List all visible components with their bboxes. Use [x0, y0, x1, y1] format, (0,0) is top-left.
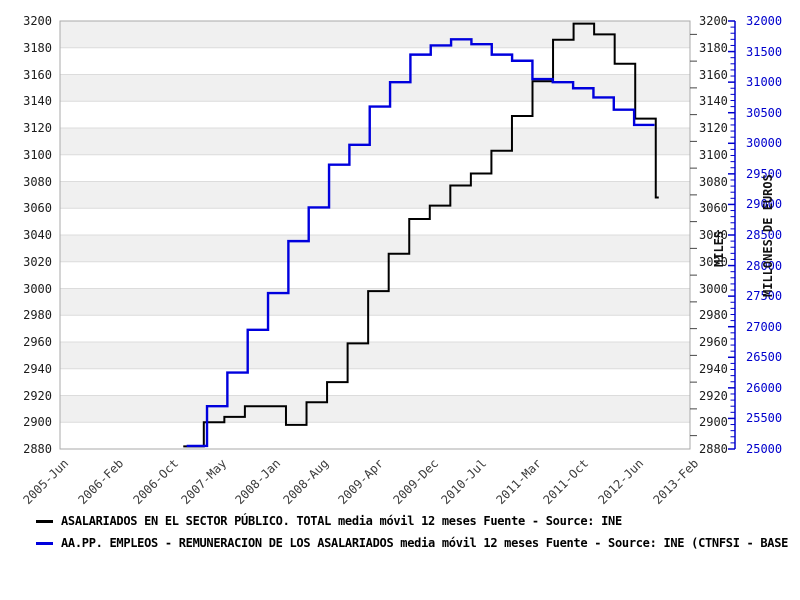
grid-band	[60, 101, 690, 128]
right-axis-tick-label-miles: 2980	[699, 308, 728, 323]
grid-band	[60, 181, 690, 209]
right-axis-tick-label-euros: 32000	[746, 14, 783, 28]
axis-title-miles: MILES	[712, 230, 726, 267]
right-axis-tick-label-miles: 2900	[699, 415, 728, 430]
right-axis-tick-label-euros: 27500	[746, 289, 783, 304]
grid-band	[60, 208, 690, 235]
right-axis-tick-label-miles: 3160	[699, 67, 728, 82]
left-axis-tick-label: 3020	[23, 254, 52, 269]
grid-band	[60, 261, 690, 289]
right-axis-tick-label-miles: 3020	[699, 254, 728, 269]
right-axis-tick-label-miles: 2880	[699, 442, 728, 456]
legend-swatch-black-line	[36, 519, 53, 523]
plot-border	[59, 20, 691, 450]
right-axis-tick-label-euros: 25000	[746, 442, 783, 456]
left-axis-tick-label: 2880	[23, 442, 52, 456]
left-axis-tick-label: 3040	[23, 228, 52, 242]
grid-band	[60, 368, 690, 396]
right-axis-tick-label-euros: 25500	[746, 411, 783, 426]
legend-swatch-blue-line	[36, 541, 53, 545]
left-axis-tick-label: 3160	[23, 67, 52, 82]
right-axis-tick-label-miles: 3180	[699, 40, 728, 55]
left-axis-tick-label: 2920	[23, 388, 52, 403]
left-axis-tick-label: 3140	[23, 94, 52, 109]
right-axis-tick-label-euros: 31000	[746, 75, 783, 90]
left-axis-tick-label: 3180	[23, 40, 52, 55]
left-axis-tick-label: 3000	[23, 281, 52, 296]
right-axis-tick-label-euros: 26500	[746, 350, 783, 365]
grid-band	[60, 315, 690, 342]
grid-band	[60, 128, 690, 155]
right-axis-tick-label-miles: 3080	[699, 174, 728, 189]
legend: ASALARIADOS EN EL SECTOR PÚBLICO. TOTAL …	[36, 510, 800, 554]
legend-item: AA.PP. EMPLEOS - REMUNERACION DE LOS ASA…	[36, 532, 800, 554]
grid-band	[60, 235, 690, 262]
legend-label: ASALARIADOS EN EL SECTOR PÚBLICO. TOTAL …	[61, 514, 622, 528]
legend-label: AA.PP. EMPLEOS - REMUNERACION DE LOS ASA…	[61, 536, 789, 550]
left-axis-tick-label: 3060	[23, 201, 52, 216]
left-axis-tick-label: 3120	[23, 121, 52, 135]
grid-band	[60, 288, 690, 316]
legend-item: ASALARIADOS EN EL SECTOR PÚBLICO. TOTAL …	[36, 510, 800, 532]
series-line-aapp-remuneracion-asalariados	[186, 38, 655, 448]
grid-band	[60, 21, 690, 48]
right-axis-tick-label-miles: 3120	[699, 121, 728, 135]
grid-band	[60, 422, 690, 449]
right-axis-tick-label-euros: 29500	[746, 166, 783, 181]
right-axis-tick-label-miles: 3000	[699, 281, 728, 296]
right-axis-tick-label-euros: 30500	[746, 105, 783, 120]
grid-band	[60, 47, 690, 75]
right-axis-tick-label-euros: 27000	[746, 319, 783, 334]
right-axis-tick-label-euros: 26000	[746, 380, 783, 395]
right-axis-tick-label-miles: 3060	[699, 201, 728, 216]
right-axis-tick-label-miles: 2960	[699, 335, 728, 349]
right-axis-tick-label-miles: 3100	[699, 147, 728, 162]
right-axis-tick-label-euros: 28000	[746, 258, 783, 273]
right-axis-tick-label-euros: 31500	[746, 44, 783, 59]
right-axis-tick-label-euros: 29000	[746, 197, 783, 212]
right-axis-tick-label-miles: 3140	[699, 94, 728, 109]
left-axis-tick-label: 3200	[23, 14, 52, 28]
axis-title-millones-de-euros: MILLONES DE EUROS	[761, 174, 775, 297]
right-axis-tick-label-miles: 3040	[699, 228, 728, 242]
left-axis-tick-label: 3100	[23, 147, 52, 162]
left-axis-tick-label: 2980	[23, 308, 52, 323]
right-axis-tick-label-miles: 2920	[699, 388, 728, 403]
left-axis-tick-label: 2960	[23, 335, 52, 349]
right-axis-tick-label-euros: 28500	[746, 228, 783, 242]
right-axis-tick-label-euros: 30000	[746, 136, 783, 151]
left-axis-tick-label: 2900	[23, 415, 52, 430]
right-axis-tick-label-miles: 3200	[699, 14, 728, 28]
left-axis-tick-label: 3080	[23, 174, 52, 189]
series-line-asalariados-sector-publico	[183, 22, 659, 448]
right-axis-tick-label-miles: 2940	[699, 361, 728, 376]
left-axis-tick-label: 2940	[23, 361, 52, 376]
grid-band	[60, 154, 690, 182]
grid-band	[60, 342, 690, 369]
grid-band	[60, 395, 690, 423]
